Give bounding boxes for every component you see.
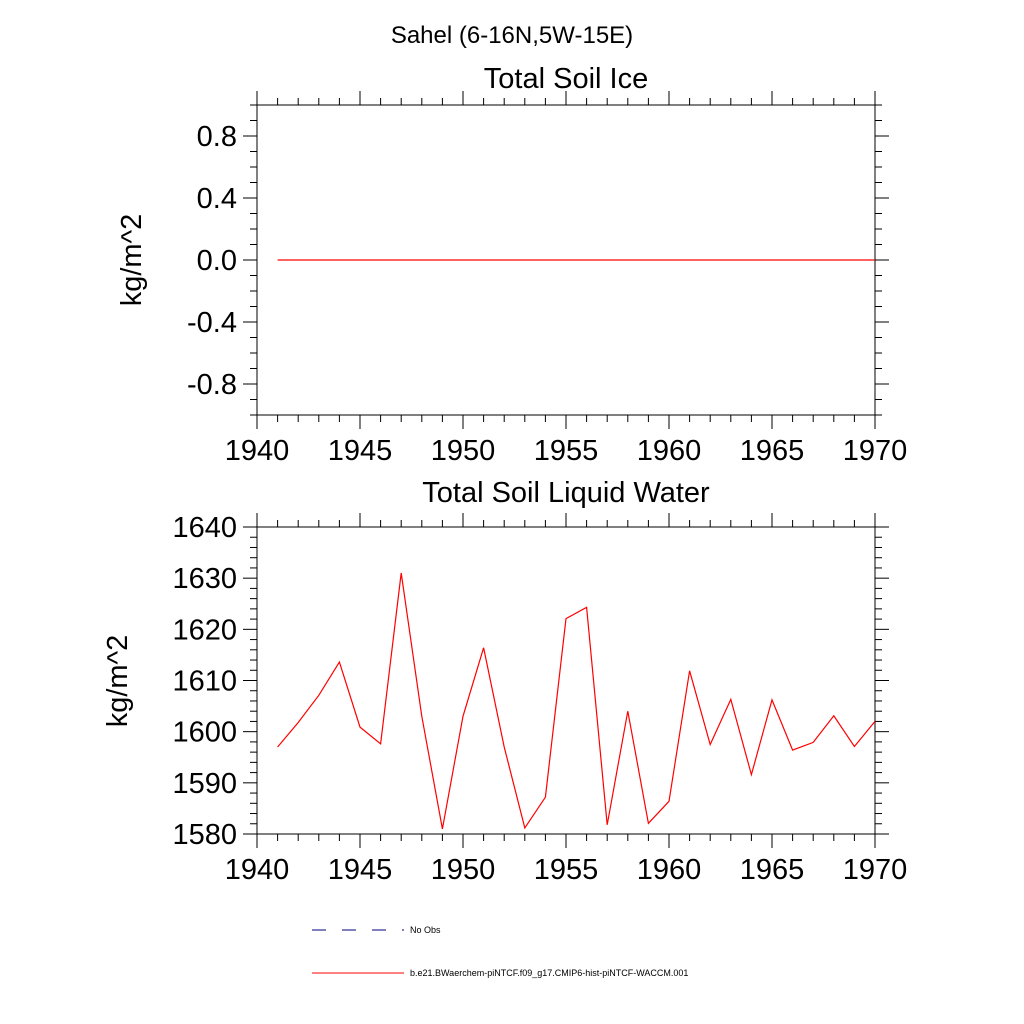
y-axis-label: kg/m^2: [116, 214, 148, 307]
legend-label-no-obs: No Obs: [410, 925, 441, 935]
y-tick-label: 1640: [172, 512, 237, 544]
x-tick-label: 1940: [225, 435, 290, 467]
panel-total-soil-liquid-water: Total Soil Liquid Water kg/m^2 1940 1945 1…: [102, 477, 907, 886]
x-tick-label: 1950: [431, 435, 496, 467]
panel-title: Total Soil Liquid Water: [422, 477, 710, 509]
x-tick-label: 1950: [431, 854, 496, 886]
y-tick-label: -0.4: [187, 307, 237, 339]
x-tick-label: 1955: [534, 435, 599, 467]
x-tick-label: 1960: [637, 854, 702, 886]
x-tick-label: 1970: [843, 435, 908, 467]
panel-total-soil-ice: Total Soil Ice kg/m^2 1940 1945 1950 1955 19…: [116, 63, 907, 467]
x-tick-label: 1955: [534, 854, 599, 886]
y-tick-label: 0.4: [197, 183, 237, 215]
y-tick-label: 0.0: [197, 245, 237, 277]
y-tick-label: 1630: [172, 563, 237, 595]
x-tick-label: 1945: [328, 854, 393, 886]
panel-title: Total Soil Ice: [484, 63, 648, 95]
y-tick-label: 1600: [172, 717, 237, 749]
figure-suptitle: Sahel (6-16N,5W-15E): [391, 22, 633, 49]
x-tick-label: 1970: [843, 854, 908, 886]
legend-label-model: b.e21.BWaerchem-piNTCF.f09_g17.CMIP6-his…: [410, 968, 688, 978]
x-tick-label: 1965: [740, 854, 805, 886]
y-tick-label: 1610: [172, 666, 237, 698]
x-tick-label: 1965: [740, 435, 805, 467]
x-tick-label: 1960: [637, 435, 702, 467]
series-line: [277, 572, 876, 830]
y-tick-label: -0.8: [187, 369, 237, 401]
y-tick-label: 1620: [172, 614, 237, 646]
legend: No Obs b.e21.BWaerchem-piNTCF.f09_g17.CM…: [312, 925, 688, 978]
x-tick-label: 1940: [225, 854, 290, 886]
y-tick-label: 1590: [172, 768, 237, 800]
y-tick-label: 0.8: [197, 121, 237, 153]
y-tick-label: 1580: [172, 819, 237, 851]
plot-frame: [256, 526, 876, 835]
y-axis-label: kg/m^2: [102, 635, 134, 728]
x-tick-label: 1945: [328, 435, 393, 467]
